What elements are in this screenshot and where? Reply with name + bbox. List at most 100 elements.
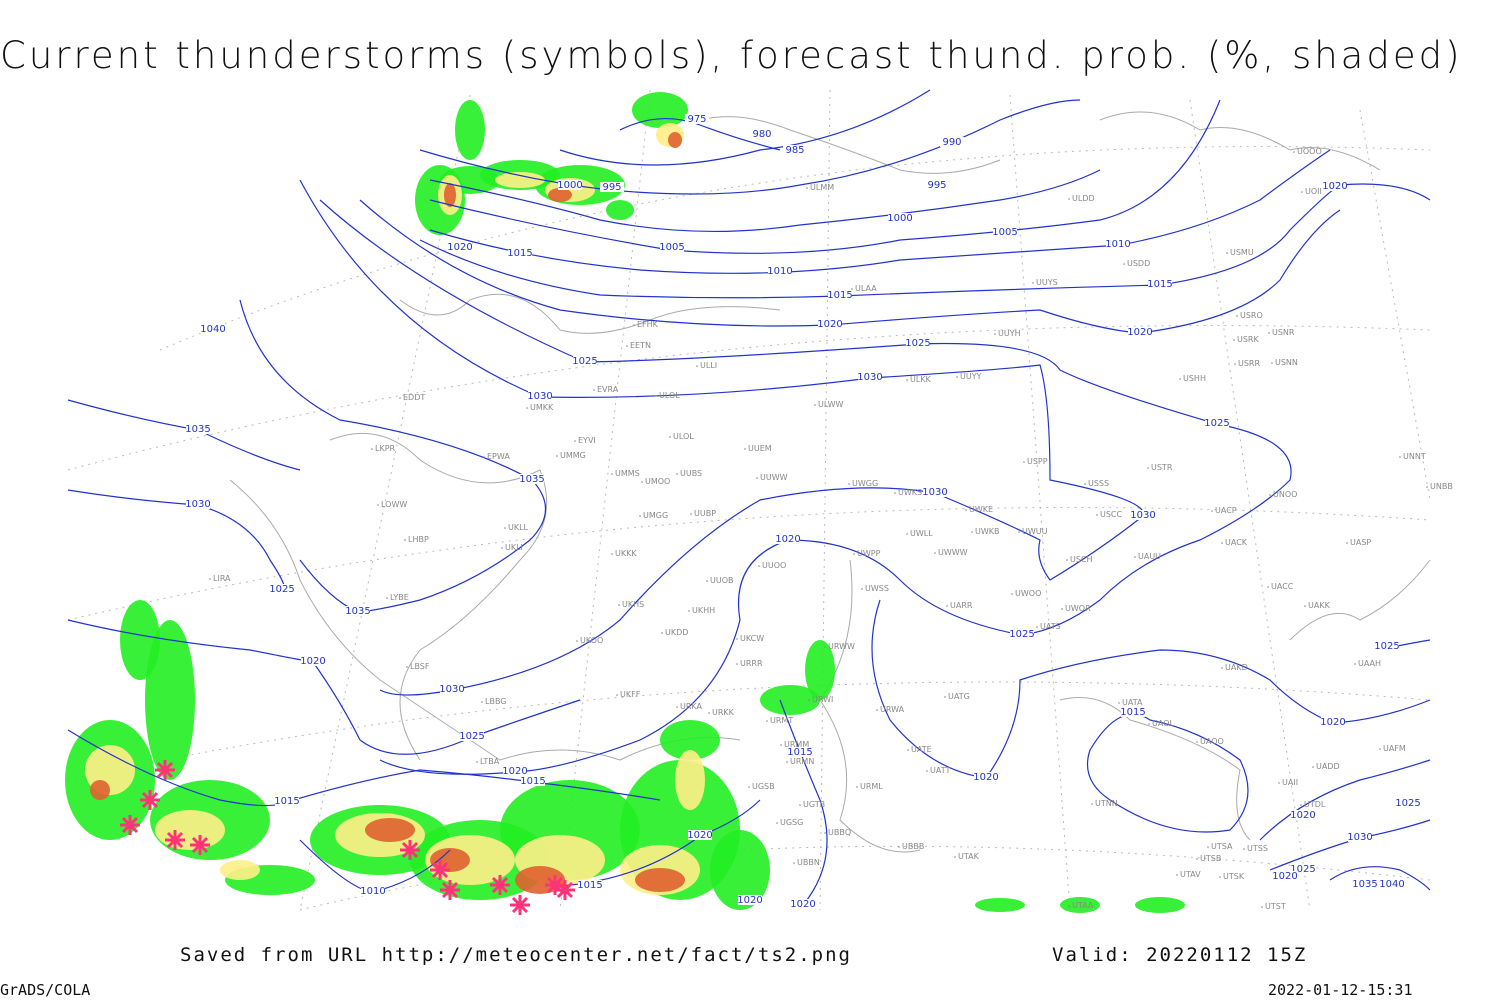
isobar-label-bg	[818, 319, 842, 329]
isobar-label: 1030	[1347, 832, 1372, 843]
station-label: EETN	[630, 341, 651, 350]
station-label: URWI	[812, 695, 833, 704]
probability-area	[145, 620, 195, 780]
station-dot	[688, 610, 690, 612]
isobar-label-bg	[275, 796, 299, 806]
station-dot	[406, 666, 408, 668]
station-dot	[793, 862, 795, 864]
isobar-label: 1020	[300, 656, 325, 667]
station-dot	[1084, 483, 1086, 485]
isobar-label-bg	[776, 534, 800, 544]
station-dot	[744, 448, 746, 450]
station-label: USRK	[1237, 335, 1259, 344]
station-dot	[1068, 905, 1070, 907]
station-label: UACK	[1225, 538, 1248, 547]
isobar-label: 1020	[502, 766, 527, 777]
station-dot	[209, 578, 211, 580]
probability-area	[760, 685, 820, 715]
isobar-label: 1015	[1147, 279, 1172, 290]
station-dot	[894, 492, 896, 494]
station-label: UBBN	[797, 858, 820, 867]
station-dot	[626, 345, 628, 347]
station-label: UASP	[1350, 538, 1371, 547]
isobar-label: 1020	[973, 772, 998, 783]
map-labels: 975 980 985 990 995 995 1000 1000 1005 1005 1010 10…	[185, 114, 1453, 911]
isobar-label: 1015	[507, 248, 532, 259]
station-label: UAKD	[1225, 663, 1248, 672]
station-label: URKK	[712, 708, 735, 717]
station-dot	[593, 389, 595, 391]
isobar-label-bg	[1205, 418, 1229, 428]
station-dot	[971, 531, 973, 533]
station-dot	[1271, 362, 1273, 364]
isobar-label-bg	[186, 424, 210, 434]
isobar-label-bg	[738, 895, 762, 905]
isobar-label: 1010	[360, 886, 385, 897]
station-dot	[1234, 363, 1236, 365]
isobar-label-bg	[660, 242, 684, 252]
station-dot	[766, 720, 768, 722]
station-label: UWKE	[969, 505, 993, 514]
station-dot	[1236, 315, 1238, 317]
station-dot	[736, 663, 738, 665]
isobar-label: 995	[927, 180, 946, 191]
isobar-label: 1030	[439, 684, 464, 695]
station-label: URWA	[880, 705, 905, 714]
station-label: UWWW	[938, 548, 968, 557]
station-dot	[1379, 748, 1381, 750]
storm-symbol	[510, 895, 530, 915]
station-dot	[1061, 608, 1063, 610]
station-dot	[669, 436, 671, 438]
isobar-label: 985	[785, 145, 804, 156]
station-dot	[633, 324, 635, 326]
station-label: UMGG	[643, 511, 668, 520]
station-dot	[611, 553, 613, 555]
isobar-label: 1015	[520, 776, 545, 787]
station-dot	[926, 770, 928, 772]
isobar-label: 1025	[905, 338, 930, 349]
probability-area	[220, 860, 260, 880]
probability-area	[606, 200, 634, 220]
station-dot	[1354, 663, 1356, 665]
isobar-label: 975	[687, 114, 706, 125]
isobar-label-bg	[1128, 327, 1152, 337]
isobar-label: 1025	[269, 584, 294, 595]
station-dot	[824, 832, 826, 834]
station-label: UMMG	[560, 451, 586, 460]
isobar-label: 1035	[1352, 879, 1377, 890]
station-dot	[856, 786, 858, 788]
station-label: UKDD	[665, 628, 688, 637]
station-label: ULOL	[673, 432, 694, 441]
isobar-label: 990	[942, 137, 961, 148]
isobar-label: 1020	[737, 895, 762, 906]
station-dot	[1023, 461, 1025, 463]
station-dot	[676, 706, 678, 708]
isobar-label-bg	[858, 372, 882, 382]
station-label: ULAA	[855, 284, 877, 293]
isobar-label: 1020	[1272, 871, 1297, 882]
station-dot	[1226, 252, 1228, 254]
station-dot	[696, 365, 698, 367]
station-dot	[1221, 542, 1223, 544]
station-dot	[377, 504, 379, 506]
isobar-label: 1010	[1105, 239, 1130, 250]
station-dot	[1211, 510, 1213, 512]
isobar-label-bg	[1121, 707, 1145, 717]
probability-area	[365, 818, 415, 842]
isobar-label-bg	[346, 606, 370, 616]
station-label: UATA	[1122, 698, 1143, 707]
probability-area	[444, 183, 456, 207]
storm-symbol	[190, 835, 210, 855]
station-dot	[1233, 339, 1235, 341]
isobar-label: 1020	[447, 242, 472, 253]
station-label: URMN	[790, 757, 814, 766]
isobar-label: 995	[602, 182, 621, 193]
station-dot	[1096, 514, 1098, 516]
station-label: UADD	[1316, 762, 1340, 771]
timestamp: 2022-01-12-15:31	[1268, 981, 1413, 999]
probability-area	[668, 132, 682, 148]
station-label: UACC	[1271, 582, 1294, 591]
isobar-label: 1020	[687, 830, 712, 841]
isobar-label-bg	[828, 290, 852, 300]
